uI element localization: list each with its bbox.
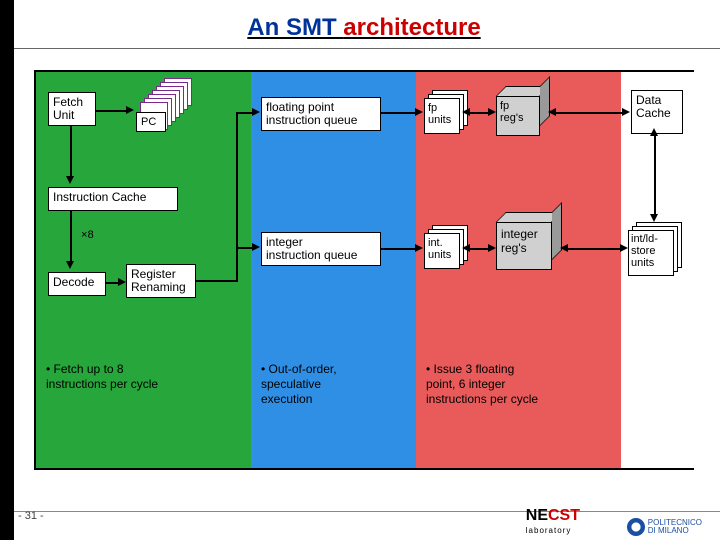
fp-units-label: fpunits [428, 102, 451, 126]
architecture-diagram: FetchUnit PC Instruction Cache ×8 Decode… [34, 70, 694, 470]
slide: An SMT architecture FetchUnit PC Instruc… [14, 0, 720, 540]
arrow [381, 112, 417, 114]
arrow [70, 211, 72, 263]
page-number: - 31 - [18, 510, 44, 522]
arrow [236, 112, 238, 282]
arrow [554, 112, 624, 114]
arrow-head [252, 243, 260, 251]
arrow-head [66, 261, 74, 269]
title-part1: An SMT [247, 14, 343, 41]
int-regs-label: integerreg's [501, 227, 538, 255]
arrow-head [488, 108, 496, 116]
arrow [196, 280, 236, 282]
arrow [566, 248, 622, 250]
arrow-head [650, 214, 658, 222]
necst-logo: NECST laboratory [526, 507, 580, 536]
reg-rename-box: RegisterRenaming [126, 264, 196, 298]
pc-label: PC [141, 116, 156, 128]
polimi-logo: POLITECNICODI MILANO [627, 518, 702, 536]
caption-green: • Fetch up to 8instructions per cycle [46, 362, 246, 392]
arrow-head [462, 108, 470, 116]
arrow [70, 126, 72, 178]
arrow [468, 112, 490, 114]
ldst-label: int/ld-storeunits [631, 233, 658, 269]
fetch-unit-label: FetchUnit [53, 95, 83, 122]
caption-red: • Issue 3 floatingpoint, 6 integerinstru… [426, 362, 626, 407]
int-queue-box: integerinstruction queue [261, 232, 381, 266]
decode-label: Decode [53, 275, 94, 289]
reg-rename-label: RegisterRenaming [131, 267, 186, 294]
int-queue-label: integerinstruction queue [266, 235, 357, 262]
slide-title: An SMT architecture [247, 14, 480, 41]
arrow-head [560, 244, 568, 252]
title-wrap: An SMT architecture [164, 14, 564, 42]
arrow [96, 110, 128, 112]
arrow-head [488, 244, 496, 252]
fp-regs-label: fpreg's [500, 100, 524, 124]
arrow-head [548, 108, 556, 116]
ldst-stack: int/ld-storeunits [628, 222, 688, 280]
arrow-head [462, 244, 470, 252]
zone-queues [251, 72, 416, 468]
arrow-head [415, 108, 423, 116]
arrow-head [415, 244, 423, 252]
int-units-label: int.units [428, 237, 451, 261]
arrow [468, 248, 490, 250]
footer-divider [14, 511, 720, 512]
arrow [654, 134, 656, 216]
x8-label: ×8 [81, 229, 94, 242]
title-underline [14, 48, 720, 49]
icache-label: Instruction Cache [53, 190, 146, 204]
caption-blue: • Out-of-order,speculativeexecution [261, 362, 421, 407]
arrow-head [126, 106, 134, 114]
arrow-head [252, 108, 260, 116]
decode-box: Decode [48, 272, 106, 296]
int-regs-3d: integerreg's [496, 212, 568, 272]
fp-queue-box: floating pointinstruction queue [261, 97, 381, 131]
icache-box: Instruction Cache [48, 187, 178, 211]
fetch-unit-box: FetchUnit [48, 92, 96, 126]
title-part2: architecture [343, 14, 480, 41]
arrow-head [650, 128, 658, 136]
pc-box: PC [136, 112, 166, 132]
arrow-head [118, 278, 126, 286]
fp-queue-label: floating pointinstruction queue [266, 100, 357, 127]
data-cache-label: DataCache [636, 93, 671, 120]
arrow-head [66, 176, 74, 184]
arrow [381, 248, 417, 250]
arrow-head [622, 108, 630, 116]
arrow-head [620, 244, 628, 252]
fp-regs-3d: fpreg's [496, 86, 556, 138]
